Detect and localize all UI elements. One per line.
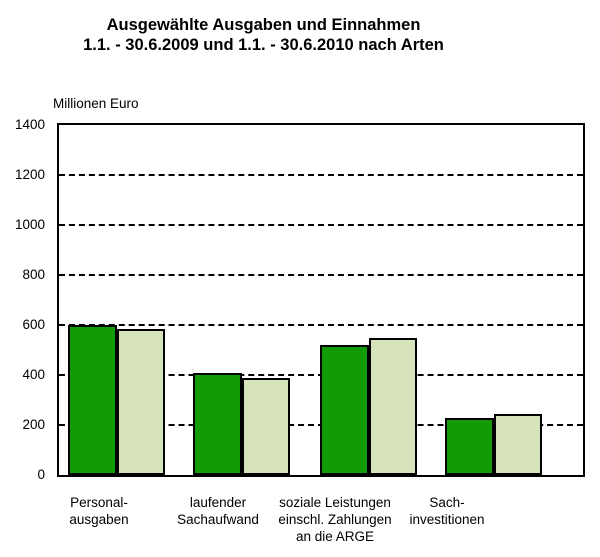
- x-category-label-line: Personal-: [70, 495, 128, 510]
- plot-area: [57, 123, 585, 477]
- bar-2010-category-3: [368, 338, 417, 475]
- bar-2009-category-4: [445, 417, 494, 475]
- gridline-800: [59, 274, 583, 276]
- gridline-1200: [59, 174, 583, 176]
- x-category-label-line: Sachaufwand: [177, 512, 259, 527]
- x-category-label-line: einschl. Zahlungen: [278, 512, 392, 527]
- bar-2010-category-4: [493, 413, 542, 475]
- bar-2009-category-2: [193, 372, 242, 475]
- y-tick-label-0: 0: [37, 467, 45, 482]
- bar-2010-category-1: [116, 328, 165, 475]
- y-axis-unit-label: Millionen Euro: [53, 96, 139, 111]
- x-category-label-line: laufender: [189, 495, 247, 510]
- x-category-label-line: investitionen: [409, 512, 485, 527]
- y-tick-label-200: 200: [22, 417, 45, 432]
- x-category-label-3: soziale Leistungen einschl. Zahlungen an d…: [250, 494, 420, 545]
- chart-title-line2: 1.1. - 30.6.2009 und 1.1. - 30.6.2010 na…: [83, 36, 444, 54]
- bar-2009-category-3: [320, 345, 369, 475]
- x-category-label-line: soziale Leistungen: [279, 495, 391, 510]
- y-tick-label-600: 600: [22, 317, 45, 332]
- gridline-1000: [59, 224, 583, 226]
- gridline-600: [59, 324, 583, 326]
- y-tick-label-1200: 1200: [14, 167, 45, 182]
- y-tick-label-1400: 1400: [14, 117, 45, 132]
- x-category-label-line: ausgaben: [69, 512, 129, 527]
- y-tick-label-1000: 1000: [14, 217, 45, 232]
- chart-title-line1: Ausgewählte Ausgaben und Einnahmen: [106, 16, 421, 34]
- bar-2010-category-2: [241, 377, 290, 475]
- x-category-label-2: laufender Sachaufwand: [133, 494, 303, 528]
- y-tick-label-800: 800: [22, 267, 45, 282]
- x-category-label-line: Sach-: [429, 495, 465, 510]
- chart-title: Ausgewählte Ausgaben und Einnahmen 1.1. …: [0, 15, 527, 55]
- x-category-label-4: Sach-investitionen: [362, 494, 532, 528]
- x-category-label-line: an die ARGE: [295, 529, 375, 544]
- x-category-label-1: Personal-ausgaben: [14, 494, 184, 528]
- y-tick-label-400: 400: [22, 367, 45, 382]
- bar-2009-category-1: [68, 325, 117, 475]
